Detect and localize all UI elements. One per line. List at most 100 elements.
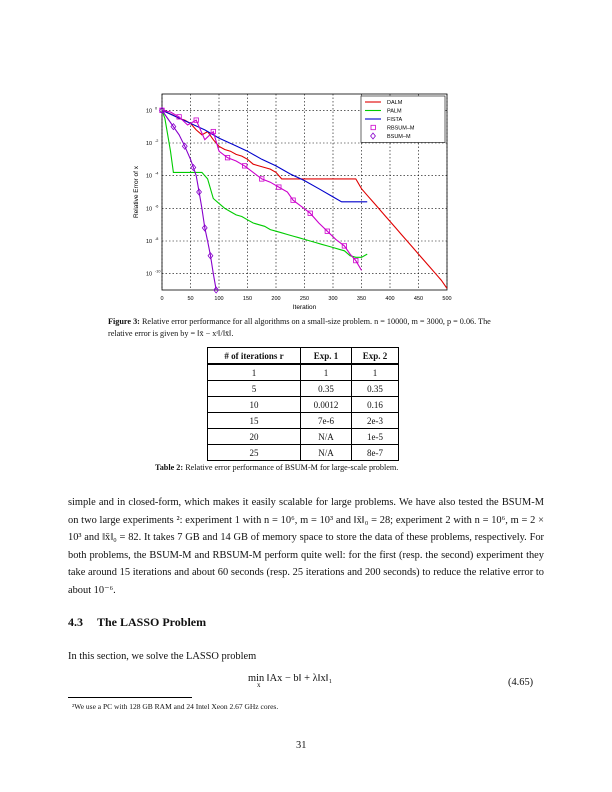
y-tick-label: 10 xyxy=(146,272,152,278)
body-paragraph: simple and in closed-form, which makes i… xyxy=(68,497,544,596)
y-tick-exponent: -10 xyxy=(155,270,161,274)
series-marker xyxy=(353,257,359,264)
table-cell: 8e-7 xyxy=(351,444,399,461)
figure-caption-label: Figure 3: xyxy=(108,317,140,326)
series-marker xyxy=(193,117,199,123)
table-caption-text: Relative error performance of BSUM-M for… xyxy=(185,463,399,472)
x-tick-label: 400 xyxy=(385,296,394,302)
series-marker xyxy=(213,286,220,294)
x-tick-label: 300 xyxy=(328,296,337,302)
y-tick-exponent: -4 xyxy=(155,172,158,176)
y-tick-label: 10 xyxy=(146,174,152,180)
table-caption-label: Table 2: xyxy=(155,463,184,472)
series-marker xyxy=(190,163,197,172)
table-header: Exp. 1 xyxy=(300,347,352,365)
series-marker xyxy=(307,210,313,216)
table-cell: 1 xyxy=(351,363,399,381)
y-tick-exponent: -8 xyxy=(155,237,158,241)
series-line xyxy=(161,110,368,258)
x-tick-label: 350 xyxy=(357,296,366,302)
series-line xyxy=(161,109,448,289)
section-heading: 4.3 The LASSO Problem xyxy=(68,615,220,630)
table-cell: 0.35 xyxy=(351,380,399,397)
series-marker xyxy=(207,252,214,260)
page-number: 31 xyxy=(296,740,307,751)
table-header: # of iterations r xyxy=(207,347,301,365)
legend-label: BSUM–M xyxy=(387,134,411,140)
y-tick-exponent: -2 xyxy=(155,139,158,143)
x-tick-label: 250 xyxy=(300,296,309,302)
x-tick-label: 200 xyxy=(271,296,280,302)
series-marker xyxy=(201,224,208,232)
table-row: 25 N/A 8e-7 xyxy=(207,444,399,461)
legend-label: DALM xyxy=(387,100,403,106)
legend-label: PALM xyxy=(387,109,402,115)
series-marker xyxy=(170,123,177,131)
equation-body: min ‖Ax − b‖ + λ‖x‖₁ xyxy=(248,673,333,684)
legend-label: RBSUM–M xyxy=(387,126,415,132)
series-line xyxy=(161,109,362,271)
x-axis-label: Iteration xyxy=(293,304,317,311)
table-header: Exp. 2 xyxy=(351,347,399,365)
figure-caption-text: Relative error performance for all algor… xyxy=(108,317,491,338)
series-marker xyxy=(242,163,248,169)
series-line xyxy=(161,109,217,291)
table-cell: N/A xyxy=(300,444,352,461)
table-cell: 1 xyxy=(207,363,301,381)
body-paragraph: In this section, we solve the LASSO prob… xyxy=(68,651,257,662)
legend-swatch xyxy=(370,132,376,140)
series-marker xyxy=(341,243,347,249)
x-tick-label: 50 xyxy=(187,296,193,302)
equation-number: (4.65) xyxy=(508,677,534,688)
table-cell: 0.35 xyxy=(300,380,352,397)
x-tick-label: 0 xyxy=(160,296,163,302)
series-line xyxy=(161,109,368,203)
section-number: 4.3 xyxy=(68,615,83,629)
x-tick-label: 450 xyxy=(414,296,423,302)
section-title: The LASSO Problem xyxy=(97,615,207,629)
table-cell: 1e-5 xyxy=(351,428,399,445)
series-marker xyxy=(324,228,330,234)
equation-subscript: x xyxy=(257,681,261,689)
series-marker xyxy=(196,188,202,196)
x-tick-label: 500 xyxy=(442,296,451,302)
series-marker xyxy=(159,106,165,114)
table-cell: 1 xyxy=(300,363,352,381)
legend-swatch xyxy=(370,124,376,131)
table-cell: 2e-3 xyxy=(351,412,399,429)
footnote-rule xyxy=(68,697,192,698)
equation: min ‖Ax − b‖ + λ‖x‖₁ x xyxy=(248,673,332,689)
y-axis-label: Relative Error of x xyxy=(133,165,140,218)
x-tick-label: 150 xyxy=(243,296,252,302)
legend-label: FISTA xyxy=(387,117,403,123)
series-marker xyxy=(224,155,231,161)
table-cell: 5 xyxy=(207,380,301,397)
table-cell: N/A xyxy=(300,428,352,445)
table-row: 1 1 1 xyxy=(207,363,399,381)
plot-frame xyxy=(161,93,448,291)
series-marker xyxy=(259,176,265,182)
y-tick-exponent: -6 xyxy=(155,204,158,208)
y-tick-label: 10 xyxy=(146,141,152,147)
series-marker xyxy=(181,142,188,150)
x-tick-label: 100 xyxy=(214,296,223,302)
series-marker xyxy=(290,197,296,203)
table-row: 10 0.0012 0.16 xyxy=(207,396,399,413)
table-header-row: # of iterations r Exp. 1 Exp. 2 xyxy=(207,347,399,365)
table-row: 15 7e-6 2e-3 xyxy=(207,412,399,429)
table-caption: Table 2: Relative error performance of B… xyxy=(155,462,475,474)
y-tick-label: 10 xyxy=(146,206,152,212)
table-row: 5 0.35 0.35 xyxy=(207,380,399,397)
table-cell: 25 xyxy=(207,444,301,461)
y-tick-label: 10 xyxy=(146,108,152,114)
table-cell: 20 xyxy=(207,428,301,445)
series-marker xyxy=(276,184,282,190)
figure-caption: Figure 3: Relative error performance for… xyxy=(108,316,508,340)
table-cell: 7e-6 xyxy=(300,412,352,429)
table-cell: 0.0012 xyxy=(300,396,352,413)
results-table: # of iterations r Exp. 1 Exp. 2 1 1 1 5 … xyxy=(207,347,399,461)
table-cell: 15 xyxy=(207,412,301,429)
y-tick-label: 10 xyxy=(146,239,152,245)
footnote: ²We use a PC with 128 GB RAM and 24 Inte… xyxy=(72,702,279,711)
